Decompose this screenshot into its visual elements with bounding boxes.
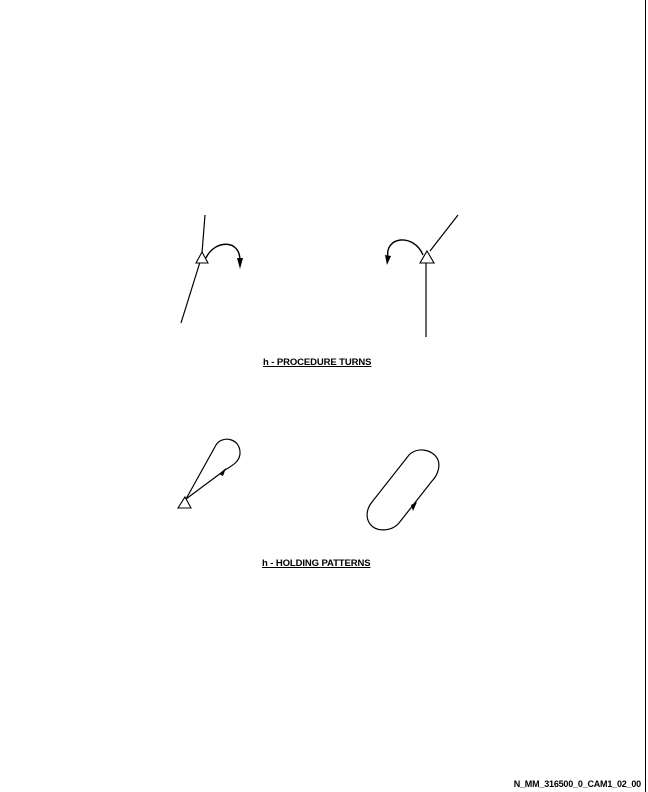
racetrack-loop-line — [366, 449, 440, 531]
document-reference: N_MM_316500_0_CAM1_02_00 — [513, 779, 641, 789]
turn-arrow-icon — [387, 239, 424, 259]
holding-patterns-caption: h - HOLDING PATTERNS — [262, 558, 371, 569]
procedure-turn-right — [385, 214, 459, 337]
procedure-turns-caption: h - PROCEDURE TURNS — [263, 357, 372, 368]
inbound-track-line — [201, 214, 206, 254]
fix-triangle-icon — [176, 495, 192, 509]
teardrop-loop-line — [185, 438, 241, 500]
turn-arrowhead-icon — [385, 255, 391, 265]
turn-arrowhead-icon — [237, 258, 243, 269]
inbound-track-line — [429, 214, 459, 252]
fix-triangle-icon — [419, 249, 435, 264]
holding-teardrop — [176, 438, 241, 509]
outbound-track-line — [180, 261, 201, 324]
procedure-turn-left — [180, 214, 243, 324]
direction-arrow-icon — [411, 502, 417, 511]
page-right-border — [645, 0, 646, 792]
holding-racetrack — [366, 449, 440, 531]
direction-arrow-icon — [219, 468, 226, 476]
turn-arrow-icon — [205, 243, 241, 263]
fix-triangle-icon — [195, 250, 209, 264]
